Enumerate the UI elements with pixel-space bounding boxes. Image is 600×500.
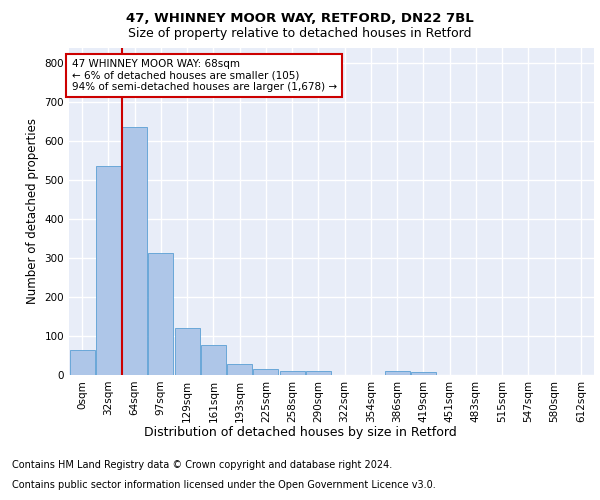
Text: Contains HM Land Registry data © Crown copyright and database right 2024.: Contains HM Land Registry data © Crown c… [12, 460, 392, 470]
Bar [148, 254, 173, 375]
Bar [175, 328, 200, 375]
Bar [253, 369, 278, 375]
Text: Size of property relative to detached houses in Retford: Size of property relative to detached ho… [128, 28, 472, 40]
Bar [201, 344, 226, 375]
Bar [70, 350, 95, 375]
Text: Contains public sector information licensed under the Open Government Licence v3: Contains public sector information licen… [12, 480, 436, 490]
Bar [411, 372, 436, 375]
Text: 47, WHINNEY MOOR WAY, RETFORD, DN22 7BL: 47, WHINNEY MOOR WAY, RETFORD, DN22 7BL [126, 12, 474, 26]
Bar [227, 364, 252, 375]
Text: Distribution of detached houses by size in Retford: Distribution of detached houses by size … [143, 426, 457, 439]
Bar [385, 371, 410, 375]
Bar [96, 166, 121, 375]
Text: 47 WHINNEY MOOR WAY: 68sqm
← 6% of detached houses are smaller (105)
94% of semi: 47 WHINNEY MOOR WAY: 68sqm ← 6% of detac… [71, 59, 337, 92]
Y-axis label: Number of detached properties: Number of detached properties [26, 118, 39, 304]
Bar [280, 371, 305, 375]
Bar [122, 128, 147, 375]
Bar [306, 371, 331, 375]
